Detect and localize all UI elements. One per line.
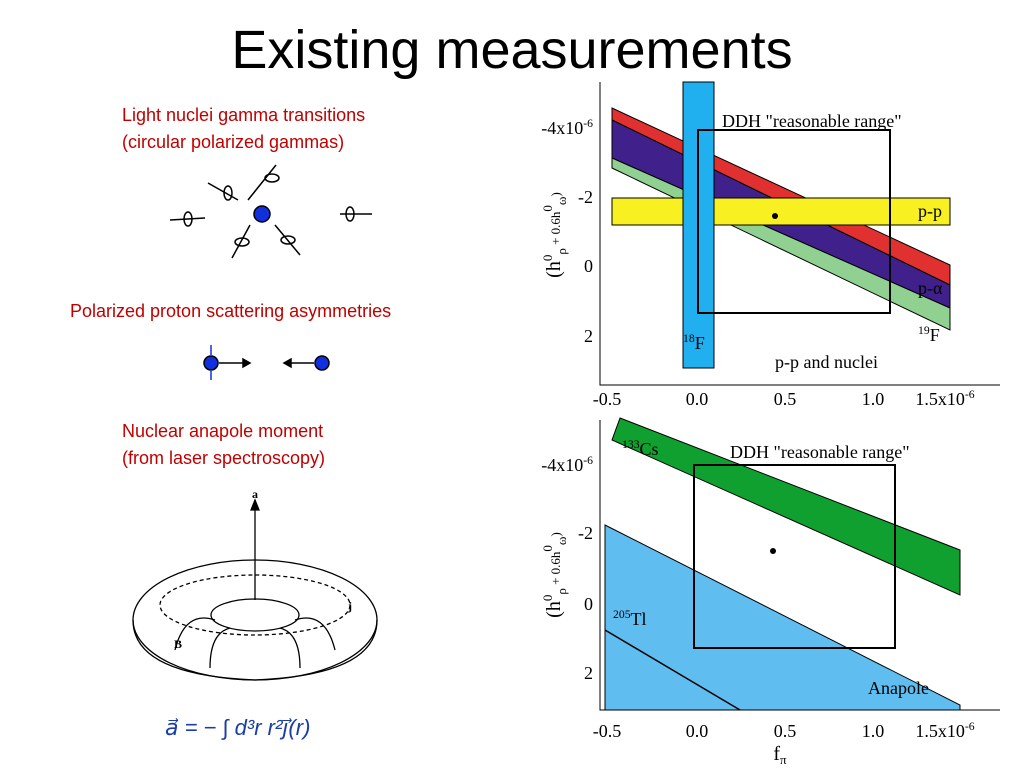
x-tick-label: 0.5 <box>774 721 797 741</box>
y-label-part: ρ <box>554 248 569 255</box>
y-label-part: + 0.6h <box>548 211 563 248</box>
y-label-part: + 0.6h <box>548 551 563 588</box>
x-tick-label: 1.0 <box>862 721 885 741</box>
y-label-part: 0 <box>540 595 555 602</box>
x-tick-label: 1.0 <box>862 389 885 409</box>
y-label-part: ) <box>548 532 563 536</box>
x-tick-label: 0.0 <box>686 389 709 409</box>
band-label: 18F <box>683 332 705 353</box>
y-label-part: (h <box>543 601 565 618</box>
y-axis-label: (h0ρ + 0.6h0ω) <box>540 532 569 618</box>
gamma-diagram <box>169 164 372 259</box>
superscript: -6 <box>965 720 975 733</box>
torus-diagram <box>132 498 378 681</box>
label-text: p-p <box>918 201 942 221</box>
y-tick-label: -4x10-6 <box>541 454 593 475</box>
superscript: 133 <box>622 438 640 451</box>
label-base: 1.5x10 <box>915 389 965 409</box>
x-tick-label: 0.5 <box>774 389 797 409</box>
label-text: Tl <box>631 609 647 629</box>
proton-diagram <box>203 345 330 380</box>
y-label-part: 0 <box>540 545 555 552</box>
torus-label: j <box>347 599 352 613</box>
section-text: Nuclear anapole moment <box>122 421 323 441</box>
section-text: (from laser spectroscopy) <box>122 448 325 468</box>
x-tick-label: 1.5x10-6 <box>915 720 974 741</box>
label-text: Cs <box>640 439 659 459</box>
x-axis-label: fπ <box>773 743 787 767</box>
band-label: 205Tl <box>613 608 647 629</box>
y-tick-label: 2 <box>584 326 593 346</box>
label-text: p-α <box>918 278 943 298</box>
y-axis-label: (h0ρ + 0.6h0ω) <box>540 192 569 278</box>
y-label-part: 0 <box>540 255 555 262</box>
plot-caption: Anapole <box>868 678 929 698</box>
band-label: 133Cs <box>622 438 659 459</box>
torus-label: B <box>174 637 182 651</box>
y-tick-label: -2 <box>578 523 593 543</box>
label-text: F <box>930 325 940 345</box>
y-label-part: ω <box>554 196 569 205</box>
y-label-part: (h <box>543 261 565 278</box>
y-label-part: ρ <box>554 588 569 595</box>
box-label: DDH "reasonable range" <box>730 442 910 462</box>
section-text: Polarized proton scattering asymmetries <box>70 301 391 321</box>
y-label-part: ω <box>554 536 569 545</box>
torus-label: a <box>252 487 258 501</box>
label-text: F <box>695 333 705 353</box>
slide-title: Existing measurements <box>231 20 792 80</box>
superscript: -6 <box>583 454 593 467</box>
y-tick-label: 0 <box>584 256 593 276</box>
label-base: -4x10 <box>541 455 583 475</box>
band-label: p-p <box>918 201 942 221</box>
band-label: 19F <box>918 324 940 345</box>
superscript: -6 <box>965 388 975 401</box>
y-label-part: ) <box>548 192 563 196</box>
plot-graphics <box>599 81 1000 386</box>
y-tick-label: 2 <box>584 663 593 683</box>
x-label-part: π <box>780 752 787 767</box>
plot-caption: p-p and nuclei <box>775 352 878 372</box>
y-label-part: 0 <box>540 205 555 212</box>
label-base: -4x10 <box>541 118 583 138</box>
section-text: (circular polarized gammas) <box>122 132 344 152</box>
band-label: p-α <box>918 278 943 298</box>
x-tick-label: -0.5 <box>593 721 622 741</box>
superscript: 205 <box>613 608 631 621</box>
superscript: 19 <box>918 324 930 337</box>
box-label: DDH "reasonable range" <box>722 111 902 131</box>
label-base: 1.5x10 <box>915 721 965 741</box>
section-text: Light nuclei gamma transitions <box>122 105 365 125</box>
equation: a⃗ = − ∫ d³r r²j⃗(r) <box>165 715 310 740</box>
y-tick-label: -2 <box>578 187 593 207</box>
x-label-part: f <box>773 743 780 765</box>
plot-graphics <box>599 417 1000 711</box>
x-tick-label: 1.5x10-6 <box>915 388 974 409</box>
x-tick-label: -0.5 <box>593 389 622 409</box>
superscript: -6 <box>583 117 593 130</box>
superscript: 18 <box>683 332 695 345</box>
y-tick-label: 0 <box>584 594 593 614</box>
x-tick-label: 0.0 <box>686 721 709 741</box>
y-tick-label: -4x10-6 <box>541 117 593 138</box>
